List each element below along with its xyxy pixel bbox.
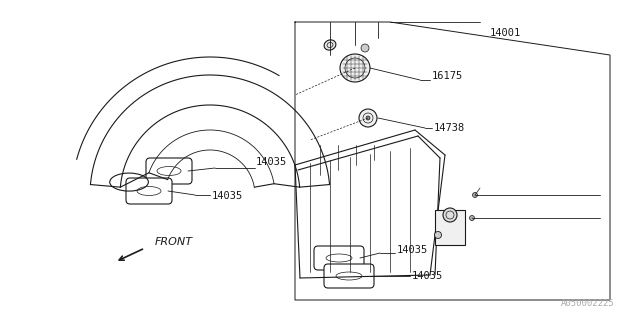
Ellipse shape <box>359 109 377 127</box>
Text: A050002225: A050002225 <box>561 299 615 308</box>
FancyBboxPatch shape <box>314 246 364 270</box>
Ellipse shape <box>435 231 442 238</box>
Text: 14035: 14035 <box>212 191 243 201</box>
Text: 14001: 14001 <box>490 28 521 38</box>
Text: FRONT: FRONT <box>155 237 193 247</box>
Ellipse shape <box>324 40 336 50</box>
Ellipse shape <box>470 215 474 220</box>
Ellipse shape <box>472 193 477 197</box>
Text: 14035: 14035 <box>397 245 428 255</box>
Ellipse shape <box>443 208 457 222</box>
Bar <box>435 210 465 245</box>
Text: 14035: 14035 <box>412 271 444 281</box>
FancyBboxPatch shape <box>324 264 374 288</box>
FancyBboxPatch shape <box>126 178 172 204</box>
Ellipse shape <box>361 44 369 52</box>
Ellipse shape <box>366 116 370 120</box>
FancyBboxPatch shape <box>146 158 192 184</box>
Text: 14738: 14738 <box>434 123 465 133</box>
Text: 16175: 16175 <box>432 71 463 81</box>
Text: 14035: 14035 <box>256 157 287 167</box>
Ellipse shape <box>340 54 370 82</box>
